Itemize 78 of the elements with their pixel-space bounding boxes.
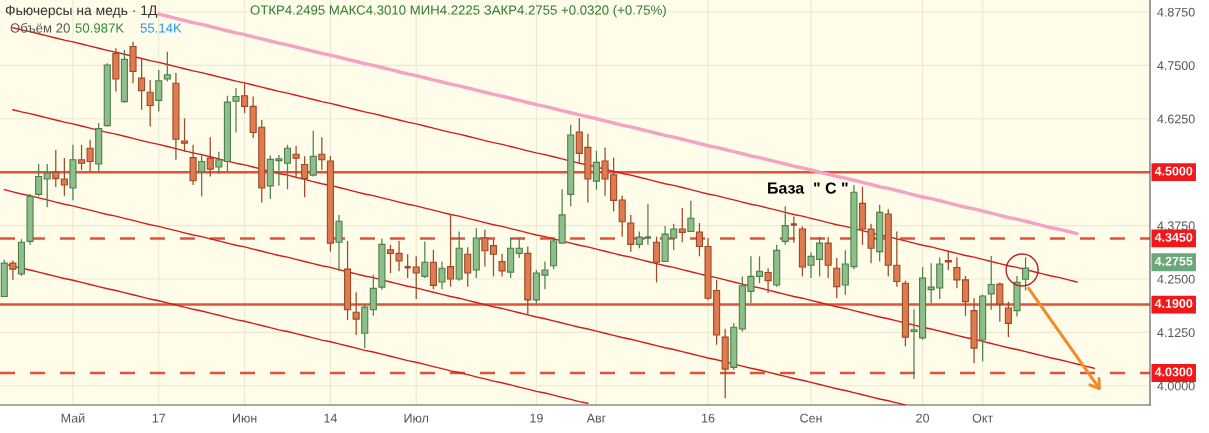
candlestick (198, 154, 206, 198)
candlestick (515, 237, 523, 259)
x-tick-label: Июл (404, 413, 429, 423)
candlestick (987, 255, 995, 311)
text: 4.2755 (1154, 256, 1193, 266)
y-tick-label: 4.3750 (1157, 221, 1195, 231)
candlestick (833, 257, 841, 299)
candlestick (335, 214, 343, 272)
candlestick (789, 215, 799, 244)
candlestick (189, 144, 197, 186)
chart-title: Фьючерсы на медь · 1Д (5, 5, 158, 18)
x-tick-label: Сен (800, 413, 822, 423)
x-tick-label: Июн (232, 413, 257, 423)
y-tick-label: 4.1250 (1157, 328, 1195, 338)
annotation: 50.987K (75, 23, 125, 33)
candlestick (944, 251, 952, 271)
x-tick-label: Окт (972, 413, 993, 423)
x-tick-label: 16 (702, 413, 715, 423)
candlestick (498, 253, 506, 278)
candlestick (618, 195, 626, 238)
ref-line-label: 4.0300 (1154, 367, 1193, 377)
candlestick (438, 260, 446, 290)
candlestick (52, 149, 60, 188)
candlestick (447, 213, 455, 288)
candlestick (369, 274, 377, 317)
candlestick (292, 145, 300, 178)
candlestick (138, 57, 146, 111)
candlestick (678, 207, 686, 243)
candlestick (155, 69, 163, 113)
candlestick (1022, 256, 1030, 292)
annotation: Объём 20 (10, 22, 70, 33)
candlestick (464, 246, 472, 288)
candlestick (9, 259, 17, 281)
candlestick (318, 136, 326, 171)
x-tick-label: Май (61, 413, 85, 423)
x-tick-label: 17 (152, 413, 166, 423)
y-tick-label: 4.2500 (1157, 274, 1195, 284)
annotation: ОТКР4.2495 МАКС4.3010 МИН4.2225 ЗАКР4.2755 +0.0320 (+0.75%) (250, 5, 666, 18)
line-series (12, 109, 1095, 369)
x-tick-label: 14 (324, 413, 337, 423)
candlestick (60, 157, 68, 197)
candlestick (1004, 300, 1012, 338)
candlestick (652, 236, 661, 284)
candlestick (687, 200, 695, 233)
candlestick (781, 205, 789, 246)
candlestick (163, 51, 171, 83)
candlestick (996, 281, 1004, 323)
candlestick (352, 291, 360, 336)
candlestick (592, 150, 601, 191)
candlestick (429, 249, 437, 290)
y-tick-label: 4.7500 (1157, 61, 1195, 71)
candlestick (35, 163, 43, 198)
candlestick (301, 155, 309, 198)
candlestick (643, 203, 653, 246)
annotation: 55.14K (140, 23, 182, 33)
candlestick (507, 237, 515, 279)
ref-line-label: 4.5000 (1154, 166, 1193, 176)
x-tick-label: 20 (916, 413, 930, 423)
x-tick-label: Авг (586, 413, 606, 423)
candlestick (146, 79, 154, 128)
candlestick (215, 151, 223, 175)
candlestick (180, 117, 189, 153)
candlestick (627, 214, 635, 253)
candlestick (764, 267, 772, 294)
candlestick (824, 236, 832, 279)
candlestick (241, 82, 249, 114)
ref-line-label: 4.3450 (1154, 232, 1193, 242)
x-tick-label: 19 (530, 413, 543, 423)
candlestick (412, 255, 420, 300)
y-tick-label: 4.8750 (1157, 7, 1195, 17)
candlestick (206, 136, 214, 178)
ref-line-label: 4.1900 (1154, 299, 1193, 308)
annotation: База " С " (768, 182, 848, 194)
candlestick (43, 163, 51, 208)
candlestick (309, 130, 317, 178)
candlestick (421, 240, 429, 279)
y-tick-label: 4.6250 (1157, 114, 1195, 124)
y-tick-label: 4.0000 (1157, 381, 1195, 391)
